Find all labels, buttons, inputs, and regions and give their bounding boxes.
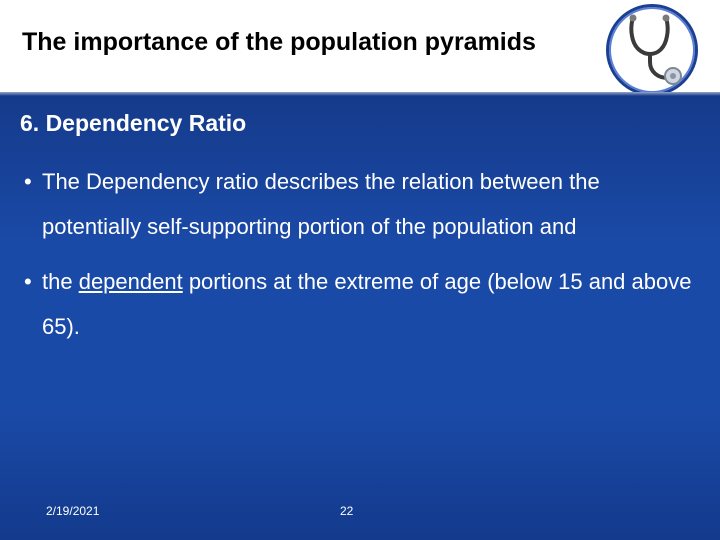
slide: The importance of the population pyramid… <box>0 0 720 540</box>
bullet-text: the dependent portions at the extreme of… <box>42 259 700 349</box>
bullet-marker: • <box>24 159 42 204</box>
bullet-marker: • <box>24 259 42 304</box>
list-item: • The Dependency ratio describes the rel… <box>24 159 700 249</box>
body-top-highlight <box>0 92 720 96</box>
list-item: • the dependent portions at the extreme … <box>24 259 700 349</box>
header-band: The importance of the population pyramid… <box>0 0 720 92</box>
footer-date: 2/19/2021 <box>46 504 99 518</box>
bullet-list: • The Dependency ratio describes the rel… <box>24 159 700 349</box>
section-heading: 6. Dependency Ratio <box>20 110 700 137</box>
content-area: 6. Dependency Ratio • The Dependency rat… <box>20 100 700 359</box>
page-title: The importance of the population pyramid… <box>22 28 536 57</box>
bullet-text: The Dependency ratio describes the relat… <box>42 159 700 249</box>
stethoscope-badge <box>598 2 706 94</box>
footer-page-number: 22 <box>340 504 353 518</box>
stethoscope-icon <box>618 12 692 86</box>
